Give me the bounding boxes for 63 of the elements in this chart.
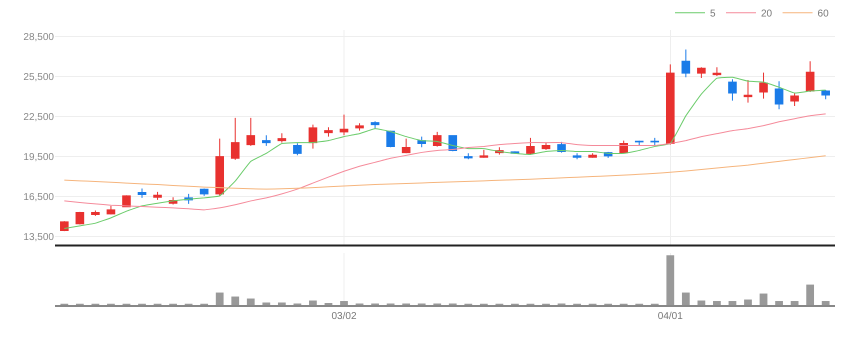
y-tick-label: 28,500 — [23, 32, 54, 44]
candlestick — [386, 130, 395, 148]
bar — [760, 294, 768, 305]
candlestick — [153, 191, 162, 200]
candlestick — [106, 205, 116, 216]
candlestick — [682, 48, 690, 78]
line-series — [64, 113, 826, 210]
bar — [806, 284, 814, 305]
line-series — [64, 155, 826, 190]
candlestick — [246, 117, 256, 146]
candlestick — [370, 120, 380, 130]
candlestick — [790, 92, 799, 106]
bar — [744, 300, 752, 305]
candlestick — [278, 132, 286, 144]
legend-label: 20 — [761, 8, 773, 20]
bar — [309, 300, 317, 305]
bar — [666, 255, 674, 305]
candlestick — [759, 72, 768, 100]
legend-label: 5 — [710, 8, 716, 20]
candlestick — [230, 117, 240, 160]
bar — [775, 301, 783, 305]
candlestick — [806, 60, 814, 92]
bar — [713, 301, 721, 305]
candlestick — [340, 114, 348, 136]
candlestick — [432, 131, 442, 148]
candlestick — [293, 142, 302, 156]
bar — [822, 301, 830, 305]
x-tick-label: 03/02 — [331, 311, 357, 322]
bar — [697, 300, 706, 305]
bar — [231, 296, 240, 305]
candlestick — [324, 126, 333, 138]
y-tick-label: 13,500 — [23, 232, 54, 244]
candlestick — [774, 80, 784, 110]
candlestick — [200, 188, 208, 196]
legend-label: 60 — [818, 8, 830, 20]
bar — [682, 292, 690, 305]
candlestick — [821, 89, 830, 100]
candlestick — [728, 78, 737, 102]
x-tick-label: 04/01 — [658, 311, 684, 322]
candlestick — [355, 122, 364, 132]
candlestick — [542, 142, 550, 150]
candlestick — [526, 137, 535, 156]
bar — [216, 292, 224, 305]
y-tick-label: 22,500 — [23, 112, 54, 124]
candlestick — [76, 211, 84, 226]
y-tick-label: 25,500 — [23, 72, 54, 84]
candlestick — [697, 66, 706, 78]
bar — [728, 301, 736, 305]
candlestick — [262, 134, 271, 146]
y-tick-label: 16,500 — [23, 192, 54, 204]
candlestick — [402, 138, 410, 154]
bar — [790, 301, 798, 305]
candlestick — [91, 210, 100, 216]
candlestick — [464, 152, 473, 160]
candlestick — [588, 152, 597, 158]
line-series — [64, 76, 826, 230]
candlestick — [138, 188, 146, 198]
y-tick-label: 19,500 — [23, 152, 54, 164]
bar — [340, 301, 348, 305]
candlestick — [308, 124, 318, 150]
candlestick — [215, 138, 224, 196]
candlestick — [744, 79, 752, 104]
bar — [246, 298, 255, 305]
